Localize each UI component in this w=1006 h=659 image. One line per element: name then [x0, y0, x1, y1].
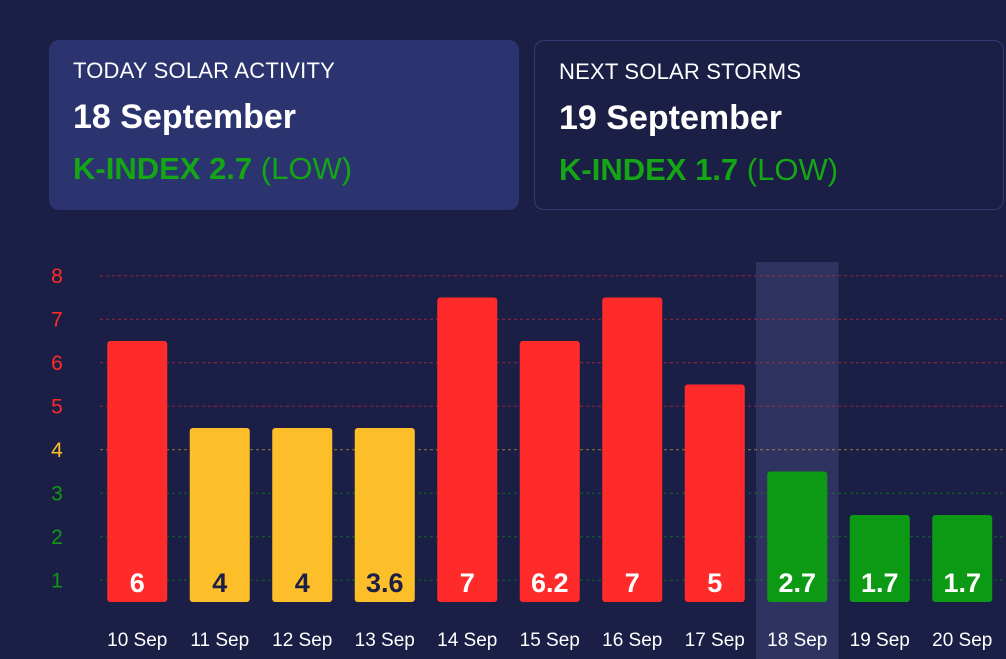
y-tick-label: 7 [51, 308, 63, 331]
x-tick-label: 14 Sep [437, 630, 497, 651]
next-card-date: 19 September [559, 99, 782, 137]
x-tick-label: 11 Sep [190, 630, 249, 651]
bar [437, 297, 498, 602]
bar [189, 428, 250, 602]
y-tick-label: 6 [51, 352, 63, 375]
x-tick-label: 13 Sep [355, 630, 415, 651]
bar [602, 297, 663, 602]
bar-value-label: 7 [625, 568, 640, 598]
bar [849, 515, 910, 602]
bar-value-label: 4 [212, 568, 227, 598]
next-kindex-line: K-INDEX 1.7 (LOW) [559, 152, 979, 188]
today-card-date: 18 September [73, 98, 296, 136]
x-tick-label: 17 Sep [685, 630, 745, 651]
y-tick-label: 2 [51, 526, 63, 549]
x-tick-label: 12 Sep [272, 630, 332, 651]
today-card-label: TODAY SOLAR ACTIVITY [73, 58, 335, 83]
y-tick-label: 8 [51, 265, 63, 288]
today-kindex-value: K-INDEX 2.7 [73, 151, 253, 186]
today-kindex-line: K-INDEX 2.7 (LOW) [73, 151, 495, 187]
y-tick-label: 1 [51, 569, 63, 592]
bar-value-label: 6.2 [531, 568, 569, 598]
y-tick-label: 3 [51, 482, 63, 505]
today-solar-activity-card: TODAY SOLAR ACTIVITY 18 September K-INDE… [49, 40, 519, 210]
today-kindex-level: (LOW) [260, 151, 353, 186]
next-card-label: NEXT SOLAR STORMS [559, 59, 802, 84]
bar [767, 471, 828, 602]
bar [932, 515, 993, 602]
next-kindex-value: K-INDEX 1.7 [559, 152, 739, 187]
x-tick-label: 15 Sep [520, 630, 580, 651]
y-tick-label: 5 [51, 395, 63, 418]
bar [684, 384, 745, 602]
bar-value-label: 6 [130, 568, 145, 598]
bar [272, 428, 333, 602]
x-tick-label: 10 Sep [107, 630, 167, 651]
bar [354, 428, 415, 602]
y-tick-label: 4 [51, 439, 63, 462]
next-solar-storms-card: NEXT SOLAR STORMS 19 September K-INDEX 1… [534, 40, 1004, 210]
x-tick-label: 20 Sep [932, 630, 992, 651]
bar [519, 341, 580, 602]
bar-value-label: 7 [460, 568, 475, 598]
bar-value-label: 2.7 [778, 568, 816, 598]
x-tick-label: 19 Sep [850, 630, 910, 651]
bar-value-label: 3.6 [366, 568, 404, 598]
bar-value-label: 4 [295, 568, 310, 598]
bar-value-label: 1.7 [943, 568, 981, 598]
next-kindex-level: (LOW) [746, 152, 839, 187]
x-tick-label: 16 Sep [602, 630, 662, 651]
bar-value-label: 5 [707, 568, 722, 598]
bar-value-label: 1.7 [861, 568, 899, 598]
bar [107, 341, 168, 602]
x-tick-label: 18 Sep [767, 630, 827, 651]
